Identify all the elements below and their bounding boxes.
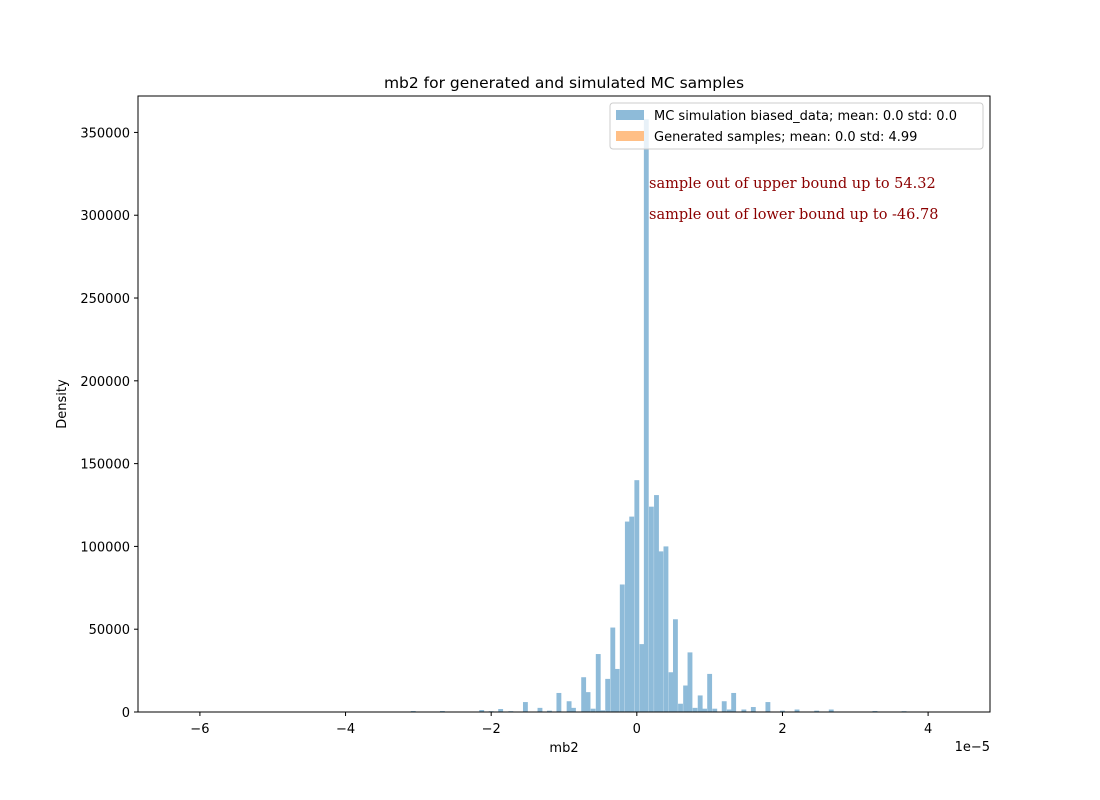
- histogram-bar-series-0-40: [721, 701, 727, 712]
- histogram-bar-series-0-35: [692, 707, 698, 712]
- histogram-bar-series-0-34: [687, 652, 693, 712]
- x-tick-label: −6: [190, 722, 209, 737]
- y-axis-label: Density: [55, 379, 70, 429]
- histogram-bar-series-0-47: [794, 709, 800, 712]
- histogram-bar-series-0-38: [707, 673, 713, 712]
- histogram-bar-series-0-31: [672, 619, 678, 712]
- legend-box: [609, 102, 984, 150]
- y-tick-label: 150000: [80, 458, 130, 473]
- legend-entry-mc-simulation: MC simulation biased_data; mean: 0.0 std…: [654, 109, 957, 124]
- y-tick-label: 0: [122, 706, 130, 721]
- x-tick-label: 2: [778, 722, 786, 737]
- histogram-bar-series-0-23: [634, 480, 640, 712]
- x-tick-label: 0: [633, 722, 641, 737]
- histogram-bar-series-0-16: [600, 710, 606, 712]
- x-axis-ticks: −6 −4 −2 0 2 4: [190, 712, 932, 737]
- histogram-bar-series-0-2: [479, 710, 485, 712]
- histogram-bar-series-0-20: [619, 584, 625, 712]
- histogram-bar-series-0-17: [605, 678, 611, 712]
- histogram-bar-series-0-18: [610, 627, 616, 712]
- x-tick-label: 4: [924, 722, 932, 737]
- histogram-bar-series-0-42: [731, 692, 737, 712]
- histogram-bars: [410, 119, 907, 713]
- axes-frame: [137, 95, 991, 713]
- y-axis-ticks: 0 50000 100000 150000 200000 250000 300000 3500…: [80, 126, 138, 721]
- histogram-bar-series-0-44: [750, 707, 756, 712]
- histogram-bar-series-0-33: [683, 685, 689, 712]
- chart-title: mb2 for generated and simulated MC sampl…: [384, 74, 744, 92]
- histogram-bar-series-0-37: [702, 708, 707, 712]
- y-tick-label: 100000: [80, 540, 130, 555]
- histogram-bar-series-0-36: [697, 695, 703, 712]
- plot-area: −6 −4 −2 0 2 4 0 50000 100000 150000 200000 250000…: [80, 95, 991, 737]
- histogram-bar-series-0-43: [741, 709, 747, 712]
- histogram-bar-series-0-11: [571, 707, 576, 712]
- annotation-lower-bound: sample out of lower bound up to -46.78: [649, 207, 938, 223]
- histogram-bar-series-0-9: [556, 692, 562, 712]
- y-tick-label: 200000: [80, 375, 130, 390]
- x-axis-label: mb2: [549, 741, 578, 756]
- histogram-bar-series-0-45: [765, 702, 771, 712]
- y-tick-label: 50000: [89, 623, 130, 638]
- legend-swatch-generated-samples: [616, 131, 644, 141]
- legend: MC simulation biased_data; mean: 0.0 std…: [609, 102, 984, 150]
- histogram-bar-series-0-27: [654, 495, 659, 712]
- histogram-bar-series-0-48: [814, 710, 820, 712]
- histogram-bar-series-0-24: [639, 644, 645, 712]
- x-tick-label: −4: [336, 722, 355, 737]
- annotation-upper-bound: sample out of upper bound up to 54.32: [649, 176, 936, 192]
- histogram-bar-series-0-12: [581, 677, 587, 712]
- legend-swatch-mc-simulation: [616, 110, 644, 120]
- y-tick-label: 300000: [80, 209, 130, 224]
- histogram-bar-series-0-8: [547, 710, 552, 712]
- histogram-bar-series-0-6: [522, 702, 528, 712]
- y-tick-label: 350000: [80, 126, 130, 141]
- histogram-bar-series-0-21: [624, 521, 630, 712]
- histogram-bar-series-0-15: [595, 654, 601, 712]
- histogram-bar-series-0-14: [590, 708, 596, 712]
- x-tick-label: −2: [482, 722, 501, 737]
- histogram-bar-series-0-13: [585, 692, 591, 712]
- histogram-bar-series-0-19: [614, 668, 620, 712]
- histogram-bar-series-0-4: [498, 709, 504, 712]
- legend-entry-generated-samples: Generated samples; mean: 0.0 std: 4.99: [654, 130, 917, 145]
- histogram-bar-series-0-26: [648, 506, 654, 712]
- histogram-bar-series-0-46: [780, 710, 785, 712]
- histogram-bar-series-0-41: [726, 709, 732, 712]
- histogram-bar-series-0-32: [678, 703, 683, 712]
- histogram-bar-series-0-25: [643, 119, 649, 713]
- histogram-bar-series-0-28: [658, 551, 664, 712]
- histogram-bar-series-0-22: [629, 516, 635, 712]
- histogram-bar-series-0-29: [663, 546, 669, 712]
- histogram-bar-series-0-39: [712, 708, 718, 712]
- histogram-bar-series-0-49: [828, 709, 834, 712]
- y-tick-label: 250000: [80, 292, 130, 307]
- histogram-bar-series-0-7: [537, 707, 543, 712]
- x-axis-offset-label: 1e−5: [955, 740, 990, 755]
- histogram-bar-series-0-30: [668, 672, 674, 712]
- histogram-bar-series-0-10: [566, 701, 572, 712]
